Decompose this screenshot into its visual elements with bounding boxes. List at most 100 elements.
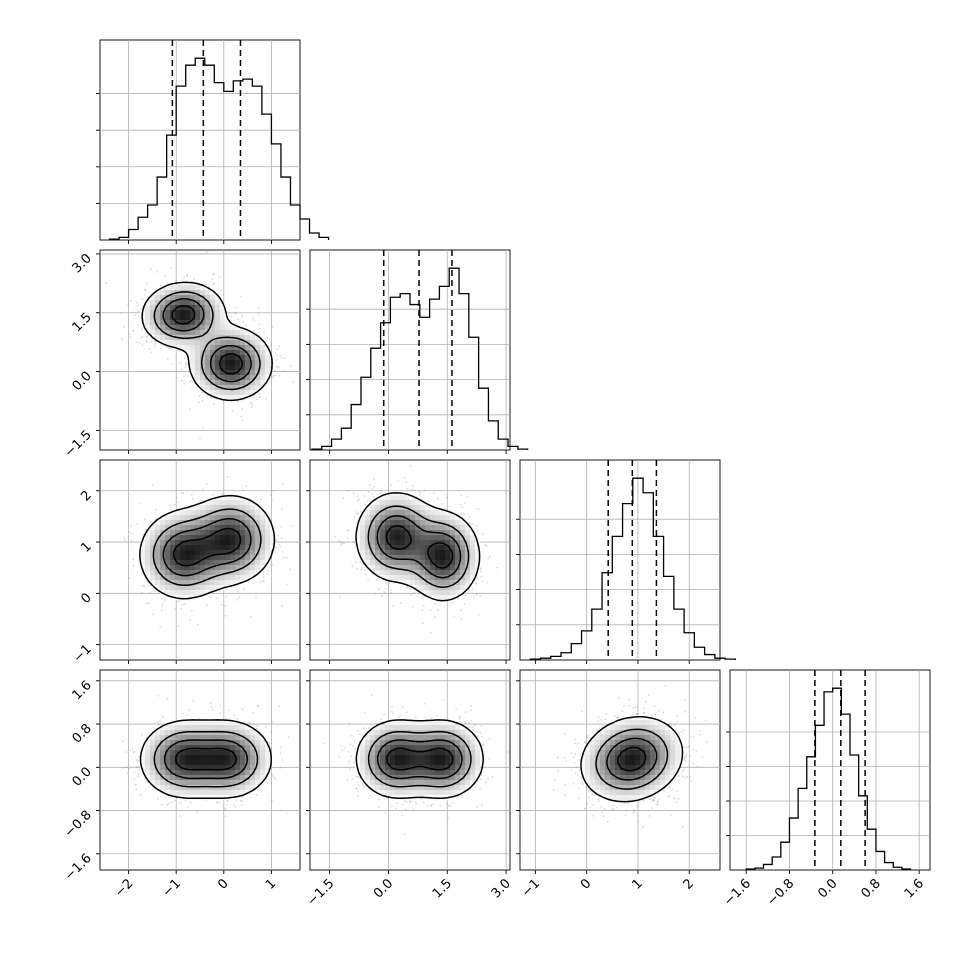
density-cell <box>175 310 181 316</box>
scatter-point <box>144 294 147 296</box>
density-cell <box>185 285 191 291</box>
scatter-point <box>375 579 378 581</box>
density-cell <box>165 300 171 306</box>
scatter-point <box>271 490 273 492</box>
density-cell <box>245 545 251 551</box>
density-cell <box>265 355 271 361</box>
density-cell <box>200 290 206 296</box>
density-cell <box>230 340 236 346</box>
density-cell <box>185 510 191 516</box>
density-cell <box>205 375 211 381</box>
scatter-point <box>124 539 126 542</box>
scatter-point <box>236 590 239 593</box>
scatter-point <box>263 580 265 583</box>
density-cell <box>255 565 261 571</box>
density-cell <box>150 325 156 331</box>
density-cell <box>260 540 266 546</box>
density-cell <box>165 570 171 576</box>
density-cell <box>215 580 221 586</box>
scatter-point <box>460 618 463 620</box>
density-cell <box>195 555 201 561</box>
scatter-point <box>266 337 269 340</box>
scatter-point <box>421 622 424 625</box>
density-cell <box>190 340 196 346</box>
density-cell <box>255 355 261 361</box>
scatter-point <box>241 419 244 422</box>
scatter-point <box>274 351 277 354</box>
density-cell <box>170 560 176 566</box>
density-cell <box>175 510 181 516</box>
density-cell <box>225 330 231 336</box>
density-cell <box>215 500 221 506</box>
density-cell <box>200 335 206 341</box>
scatter-point <box>334 535 336 538</box>
density-cell <box>155 325 161 331</box>
scatter-point <box>145 339 148 342</box>
density-cell <box>235 565 241 571</box>
panel-frame <box>519 459 721 661</box>
density-cell <box>180 315 186 321</box>
density-cell <box>185 550 191 556</box>
density-cell <box>235 325 241 331</box>
scatter-point <box>373 485 376 488</box>
scatter-point <box>198 394 201 397</box>
density-cell <box>225 345 231 351</box>
density-cell <box>175 515 181 521</box>
density-cell <box>200 570 206 576</box>
scatter-point <box>133 329 135 332</box>
density-cell <box>155 305 161 311</box>
scatter-point <box>381 594 383 597</box>
scatter-point <box>262 576 265 578</box>
scatter-point <box>180 368 183 371</box>
scatter-point <box>154 590 157 593</box>
contour-line <box>172 527 242 567</box>
density-cell <box>190 315 196 321</box>
density-cell <box>255 520 261 526</box>
scatter-point <box>210 396 213 399</box>
density-cell <box>200 510 206 516</box>
density-cell <box>250 380 256 386</box>
density-cell <box>210 390 216 396</box>
density-cell <box>215 365 221 371</box>
density-cell <box>160 300 166 306</box>
density-cell <box>255 385 261 391</box>
density-cell <box>155 575 161 581</box>
density-cell <box>175 315 181 321</box>
scatter-point <box>211 278 214 281</box>
scatter-point <box>135 341 138 343</box>
density-cell <box>205 315 211 321</box>
density-cell <box>205 355 211 361</box>
scatter-point <box>161 602 164 605</box>
density-cell <box>240 330 246 336</box>
density-cell <box>235 390 241 396</box>
density-cell <box>145 575 151 581</box>
scatter-point <box>481 580 484 583</box>
density-cell <box>165 290 171 296</box>
density-cell <box>240 500 246 506</box>
density-cell <box>220 320 226 326</box>
density-cell <box>150 530 156 536</box>
scatter-point <box>429 609 432 612</box>
scatter-point <box>192 497 195 500</box>
density-cell <box>250 375 256 381</box>
scatter-point <box>271 500 273 502</box>
density-cell <box>220 310 226 316</box>
density-cell <box>255 515 261 521</box>
density-cell <box>195 310 201 316</box>
scatter-point <box>267 570 269 573</box>
scatter-point <box>147 602 150 604</box>
scatter-point <box>105 282 108 285</box>
tick-label: 0.8 <box>859 876 884 901</box>
scatter-point <box>208 286 211 289</box>
density-cell <box>205 325 211 331</box>
scatter-point <box>218 275 221 278</box>
density-cell <box>205 305 211 311</box>
density-cell <box>160 295 166 301</box>
density-cell <box>150 535 156 541</box>
scatter-point <box>475 525 478 527</box>
density-cell <box>255 530 261 536</box>
scatter-point <box>188 380 191 383</box>
density-cell <box>210 530 216 536</box>
density-cell <box>200 315 206 321</box>
density-cell <box>220 315 226 321</box>
